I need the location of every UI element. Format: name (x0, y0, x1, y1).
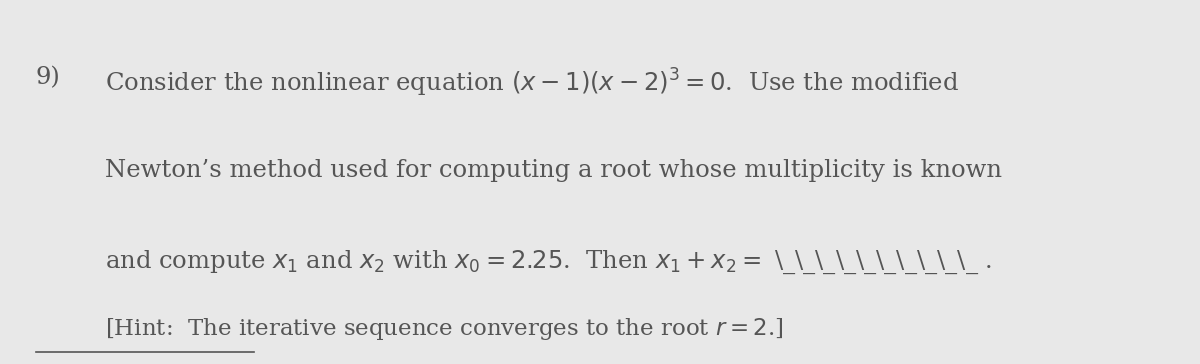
Text: Newton’s method used for computing a root whose multiplicity is known: Newton’s method used for computing a roo… (104, 158, 1002, 182)
Text: and compute $x_1$ and $x_2$ with $x_0 = 2.25$.  Then $x_1 + x_2 =$ \_\_\_\_\_\_\: and compute $x_1$ and $x_2$ with $x_0 = … (104, 249, 992, 276)
Text: [Hint:  The iterative sequence converges to the root $r = 2$.]: [Hint: The iterative sequence converges … (104, 316, 784, 342)
Text: Consider the nonlinear equation $(x - 1)(x - 2)^3 = 0$.  Use the modified: Consider the nonlinear equation $(x - 1)… (104, 66, 959, 99)
Text: 9): 9) (36, 66, 60, 90)
